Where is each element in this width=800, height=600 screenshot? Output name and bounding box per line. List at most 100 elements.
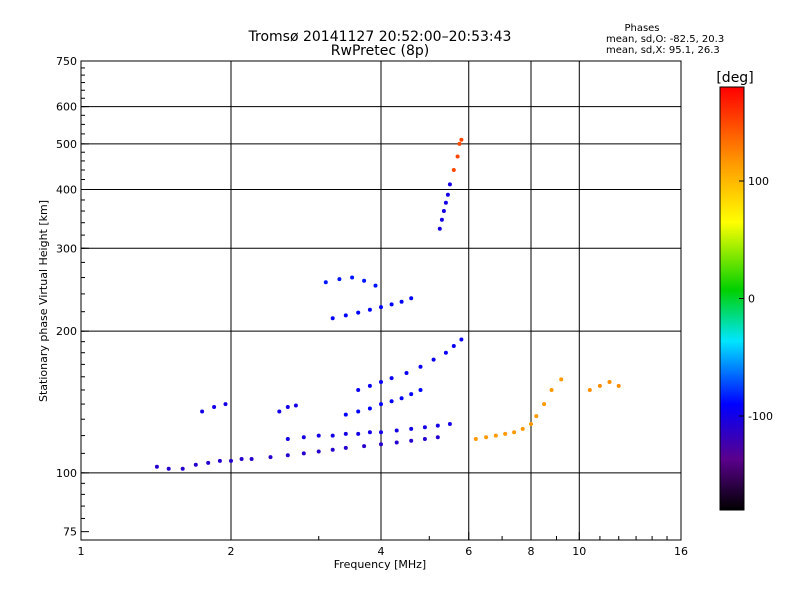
data-point	[268, 455, 273, 460]
data-point	[337, 277, 342, 282]
data-point	[379, 305, 383, 310]
data-point	[409, 392, 414, 397]
data-point	[459, 137, 464, 142]
data-point	[362, 278, 367, 283]
data-point	[399, 299, 404, 304]
data-point	[277, 409, 282, 414]
data-point	[362, 444, 367, 449]
data-point	[418, 388, 423, 392]
data-point	[484, 435, 489, 440]
x-tick-label: 2	[228, 545, 235, 558]
data-point	[343, 431, 348, 436]
data-point	[350, 275, 355, 280]
data-point	[389, 399, 394, 404]
chart-subtitle: RwPretec (8p)	[331, 43, 429, 59]
y-tick-label: 750	[56, 55, 77, 68]
data-point	[520, 426, 525, 431]
data-point	[409, 438, 414, 443]
data-point	[529, 422, 533, 426]
data-point	[503, 431, 508, 436]
data-point	[512, 430, 517, 435]
y-tick-label: 100	[56, 467, 77, 480]
data-point	[394, 440, 399, 445]
data-points	[154, 137, 621, 471]
data-point	[356, 409, 361, 414]
data-point	[473, 437, 478, 441]
x-axis: 1 2 4 6 8 10 16	[78, 532, 688, 558]
y-tick-label: 300	[56, 242, 77, 255]
data-point	[379, 402, 383, 407]
data-point	[239, 457, 244, 461]
data-point	[193, 462, 198, 467]
data-point	[217, 458, 222, 463]
data-point	[379, 442, 383, 447]
y-tick-label: 75	[63, 526, 77, 539]
data-point	[409, 296, 414, 301]
data-point	[285, 437, 290, 441]
data-point	[445, 192, 450, 197]
data-point	[493, 433, 498, 438]
data-point	[285, 405, 290, 409]
data-point	[443, 200, 448, 205]
data-point	[343, 445, 348, 450]
data-point	[367, 307, 372, 312]
data-point	[431, 357, 436, 362]
data-point	[409, 426, 414, 431]
data-point	[616, 383, 621, 388]
data-point	[457, 141, 462, 146]
data-point	[166, 466, 171, 471]
data-point	[422, 437, 427, 441]
data-point	[422, 425, 427, 430]
data-point	[316, 433, 321, 438]
data-point	[435, 435, 440, 440]
data-point	[154, 464, 159, 469]
x-tick-label: 10	[572, 545, 586, 558]
data-point	[559, 377, 564, 382]
data-point	[229, 458, 233, 463]
y-axis-label: Stationary phase Virtual Height [km]	[37, 200, 50, 402]
colorbar-ticks: 100 0 -100	[739, 175, 773, 423]
phase-stats-title: Phases	[624, 23, 659, 34]
y-axis: 75 100 200 300 400 500 600 750	[56, 55, 89, 539]
data-point	[356, 310, 361, 315]
y-tick-label: 400	[56, 183, 77, 196]
data-point	[206, 460, 211, 465]
data-point	[323, 280, 328, 285]
data-point	[212, 405, 217, 409]
data-point	[404, 371, 409, 375]
data-point	[549, 388, 554, 392]
data-point	[330, 447, 335, 452]
phase-stats-x: mean, sd,X: 95.1, 26.3	[606, 45, 720, 56]
data-point	[441, 209, 446, 213]
chart-title: Tromsø 20141127 20:52:00–20:53:43	[248, 29, 512, 45]
y-tick-label: 600	[56, 101, 77, 114]
data-point	[399, 396, 404, 401]
data-point	[200, 409, 205, 414]
data-point	[373, 283, 378, 288]
y-tick-label: 500	[56, 138, 77, 151]
data-point	[367, 430, 372, 435]
x-tick-label: 16	[674, 545, 688, 558]
data-point	[435, 423, 440, 428]
data-point	[418, 364, 423, 369]
colorbar-tick-label: 100	[748, 175, 769, 188]
x-tick-label: 6	[465, 545, 472, 558]
colorbar-tick-label: 0	[748, 293, 755, 306]
data-point	[443, 350, 448, 355]
data-point	[439, 217, 444, 222]
data-point	[437, 226, 442, 231]
x-tick-label: 8	[528, 545, 535, 558]
x-tick-label: 1	[78, 545, 85, 558]
data-point	[607, 380, 612, 384]
data-point	[249, 457, 254, 461]
data-point	[316, 449, 321, 454]
data-point	[343, 313, 348, 318]
y-tick-label: 200	[56, 325, 77, 338]
phase-stats-o: mean, sd,O: -82.5, 20.3	[606, 34, 724, 45]
data-point	[389, 302, 394, 307]
x-tick-label: 4	[378, 545, 385, 558]
data-point	[451, 344, 456, 348]
data-point	[285, 453, 290, 458]
data-point	[343, 412, 348, 417]
data-point	[293, 403, 298, 408]
